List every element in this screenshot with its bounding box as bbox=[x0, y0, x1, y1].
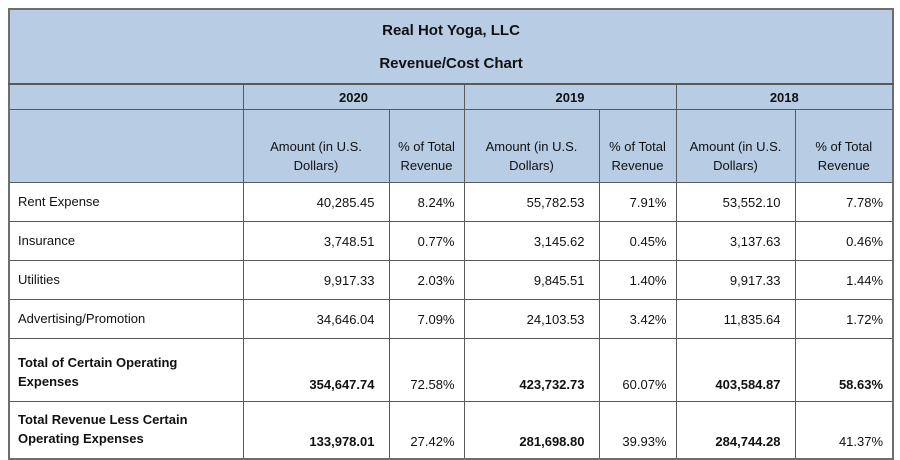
table-title-cell: Real Hot Yoga, LLC Revenue/Cost Chart bbox=[8, 8, 894, 85]
percent-2020: 7.09% bbox=[388, 299, 465, 339]
percent-2019: 60.07% bbox=[598, 338, 677, 402]
title-row: Real Hot Yoga, LLC Revenue/Cost Chart bbox=[8, 8, 894, 85]
percent-2020: 27.42% bbox=[388, 401, 465, 460]
amount-2020: 40,285.45 bbox=[242, 182, 390, 222]
amount-2020: 3,748.51 bbox=[242, 221, 390, 261]
percent-2018: 7.78% bbox=[794, 182, 894, 222]
amount-2020: 133,978.01 bbox=[242, 401, 390, 460]
amount-2019: 55,782.53 bbox=[463, 182, 600, 222]
table-subtitle: Revenue/Cost Chart bbox=[379, 55, 523, 72]
amount-2019: 9,845.51 bbox=[463, 260, 600, 300]
table-row: Rent Expense 40,285.45 8.24% 55,782.53 7… bbox=[8, 182, 894, 222]
percent-2020: 72.58% bbox=[388, 338, 465, 402]
page: Real Hot Yoga, LLC Revenue/Cost Chart 20… bbox=[8, 8, 895, 460]
corner-cell bbox=[8, 83, 244, 110]
year-header-row: 2020 2019 2018 bbox=[8, 83, 894, 110]
amount-header-2018: Amount (in U.S. Dollars) bbox=[675, 109, 796, 183]
percent-2020: 0.77% bbox=[388, 221, 465, 261]
row-label: Total of Certain Operating Expenses bbox=[8, 338, 244, 402]
percent-header-2019: % of Total Revenue bbox=[598, 109, 677, 183]
row-label: Total Revenue Less Certain Operating Exp… bbox=[8, 401, 244, 460]
percent-2019: 1.40% bbox=[598, 260, 677, 300]
percent-2020: 2.03% bbox=[388, 260, 465, 300]
year-2018-header: 2018 bbox=[675, 83, 894, 110]
amount-2020: 9,917.33 bbox=[242, 260, 390, 300]
table-row: Advertising/Promotion 34,646.04 7.09% 24… bbox=[8, 299, 894, 339]
row-label: Insurance bbox=[8, 221, 244, 261]
amount-2018: 9,917.33 bbox=[675, 260, 796, 300]
amount-header-2019: Amount (in U.S. Dollars) bbox=[463, 109, 600, 183]
row-label: Advertising/Promotion bbox=[8, 299, 244, 339]
percent-2019: 7.91% bbox=[598, 182, 677, 222]
table-row: Utilities 9,917.33 2.03% 9,845.51 1.40% … bbox=[8, 260, 894, 300]
year-2020-header: 2020 bbox=[242, 83, 465, 110]
amount-2018: 403,584.87 bbox=[675, 338, 796, 402]
row-label-header-cell bbox=[8, 109, 244, 183]
amount-2019: 3,145.62 bbox=[463, 221, 600, 261]
table-row-total-expenses: Total of Certain Operating Expenses 354,… bbox=[8, 338, 894, 402]
percent-2018: 41.37% bbox=[794, 401, 894, 460]
row-label: Rent Expense bbox=[8, 182, 244, 222]
percent-2018: 1.44% bbox=[794, 260, 894, 300]
amount-2020: 34,646.04 bbox=[242, 299, 390, 339]
amount-header-2020: Amount (in U.S. Dollars) bbox=[242, 109, 390, 183]
amount-2019: 281,698.80 bbox=[463, 401, 600, 460]
percent-2019: 0.45% bbox=[598, 221, 677, 261]
column-header-row: Amount (in U.S. Dollars) % of Total Reve… bbox=[8, 109, 894, 183]
table-row: Insurance 3,748.51 0.77% 3,145.62 0.45% … bbox=[8, 221, 894, 261]
amount-2018: 284,744.28 bbox=[675, 401, 796, 460]
percent-header-2018: % of Total Revenue bbox=[794, 109, 894, 183]
percent-2018: 1.72% bbox=[794, 299, 894, 339]
percent-2020: 8.24% bbox=[388, 182, 465, 222]
row-label: Utilities bbox=[8, 260, 244, 300]
percent-header-2020: % of Total Revenue bbox=[388, 109, 465, 183]
year-2019-header: 2019 bbox=[463, 83, 677, 110]
table-row-net-revenue: Total Revenue Less Certain Operating Exp… bbox=[8, 401, 894, 460]
amount-2018: 53,552.10 bbox=[675, 182, 796, 222]
amount-2018: 11,835.64 bbox=[675, 299, 796, 339]
revenue-cost-table: Real Hot Yoga, LLC Revenue/Cost Chart 20… bbox=[8, 8, 895, 460]
percent-2019: 39.93% bbox=[598, 401, 677, 460]
percent-2018: 0.46% bbox=[794, 221, 894, 261]
percent-2019: 3.42% bbox=[598, 299, 677, 339]
amount-2019: 423,732.73 bbox=[463, 338, 600, 402]
percent-2018: 58.63% bbox=[794, 338, 894, 402]
amount-2019: 24,103.53 bbox=[463, 299, 600, 339]
company-name: Real Hot Yoga, LLC bbox=[382, 22, 520, 39]
amount-2018: 3,137.63 bbox=[675, 221, 796, 261]
amount-2020: 354,647.74 bbox=[242, 338, 390, 402]
